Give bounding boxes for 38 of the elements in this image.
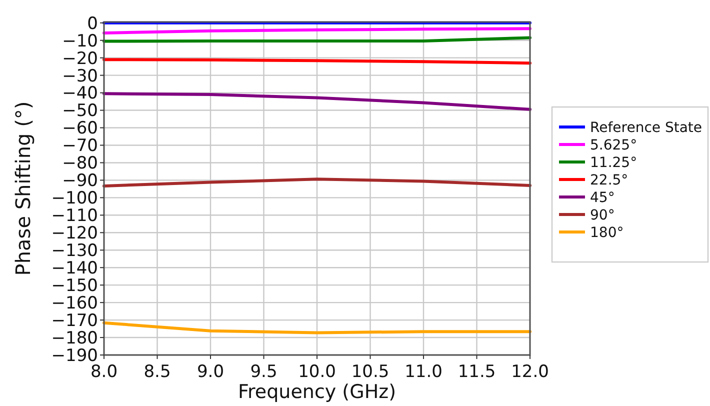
y-tick-label: 0 bbox=[87, 14, 98, 34]
x-tick-label: 8.5 bbox=[144, 362, 171, 382]
x-axis-title: Frequency (GHz) bbox=[238, 381, 396, 403]
y-tick-label: −20 bbox=[62, 48, 98, 69]
y-tick-label: −30 bbox=[62, 66, 98, 86]
x-tick-label: 9.5 bbox=[250, 362, 278, 382]
y-tick-label: −10 bbox=[62, 31, 98, 52]
y-tick-label: −130 bbox=[51, 241, 98, 262]
y-tick-label: −40 bbox=[62, 84, 98, 104]
legend-label: 22.5° bbox=[590, 172, 628, 188]
legend-label: 180° bbox=[590, 224, 624, 241]
x-tick-label: 11.0 bbox=[404, 362, 442, 382]
legend-label: 90° bbox=[590, 207, 615, 224]
y-tick-label: −120 bbox=[51, 224, 98, 244]
legend-label: 5.625° bbox=[590, 137, 638, 154]
legend-label: 11.25° bbox=[590, 154, 638, 171]
y-tick-label: −50 bbox=[62, 101, 98, 122]
line-series bbox=[102, 92, 532, 111]
line-series bbox=[102, 178, 532, 188]
legend-label: 45° bbox=[590, 190, 615, 206]
y-tick-label: −110 bbox=[51, 206, 98, 226]
y-tick-label: −80 bbox=[62, 154, 98, 174]
y-tick-label: −150 bbox=[51, 276, 98, 296]
y-tick-label: −140 bbox=[51, 258, 98, 279]
y-axis-title: Phase Shifting (°) bbox=[11, 101, 35, 276]
x-tick-label: 10.0 bbox=[298, 362, 336, 382]
y-tick-label: −60 bbox=[62, 118, 98, 139]
x-tick-label: 9.0 bbox=[196, 362, 224, 382]
y-tick-label: −100 bbox=[51, 188, 98, 209]
x-tick-label: 12.0 bbox=[511, 362, 549, 382]
y-tick-label: −70 bbox=[62, 136, 98, 156]
x-tick-label: 11.5 bbox=[458, 362, 496, 382]
x-tick-label: 8.0 bbox=[90, 362, 118, 382]
x-tick-label: 10.5 bbox=[351, 362, 390, 382]
legend-label: Reference State bbox=[590, 120, 702, 136]
y-tick-label: −180 bbox=[51, 328, 98, 348]
line-series bbox=[102, 321, 532, 334]
y-tick-label: −90 bbox=[62, 171, 98, 192]
